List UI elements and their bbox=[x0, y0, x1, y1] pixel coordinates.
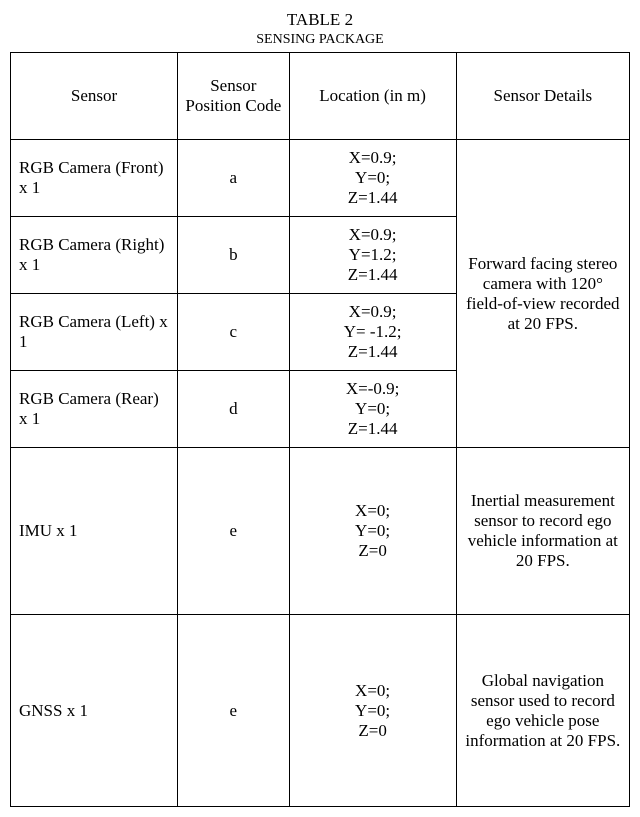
loc-x: X=0.9; bbox=[349, 225, 397, 244]
loc-y: Y=0; bbox=[355, 521, 390, 540]
loc-y: Y=0; bbox=[355, 168, 390, 187]
cell-details: Forward facing stereo camera with 120° f… bbox=[456, 140, 629, 448]
cell-details: Inertial measurement sensor to record eg… bbox=[456, 448, 629, 615]
cell-sensor: RGB Camera (Rear) x 1 bbox=[11, 371, 178, 448]
cell-sensor: IMU x 1 bbox=[11, 448, 178, 615]
loc-y: Y=0; bbox=[355, 399, 390, 418]
loc-x: X=0.9; bbox=[349, 302, 397, 321]
table-caption: TABLE 2 bbox=[10, 10, 630, 30]
loc-z: Z=0 bbox=[358, 721, 386, 740]
loc-y: Y= -1.2; bbox=[344, 322, 402, 341]
cell-code: e bbox=[178, 615, 289, 807]
cell-code: a bbox=[178, 140, 289, 217]
header-sensor: Sensor bbox=[11, 53, 178, 140]
loc-y: Y=1.2; bbox=[349, 245, 397, 264]
table-row: IMU x 1 e X=0; Y=0; Z=0 Inertial measure… bbox=[11, 448, 630, 615]
loc-z: Z=1.44 bbox=[348, 342, 398, 361]
table-subtitle: SENSING PACKAGE bbox=[10, 32, 630, 48]
cell-location: X=0.9; Y=0; Z=1.44 bbox=[289, 140, 456, 217]
cell-code: d bbox=[178, 371, 289, 448]
loc-z: Z=1.44 bbox=[348, 188, 398, 207]
cell-sensor: RGB Camera (Front) x 1 bbox=[11, 140, 178, 217]
cell-code: e bbox=[178, 448, 289, 615]
cell-location: X=0; Y=0; Z=0 bbox=[289, 615, 456, 807]
header-code: Sensor Position Code bbox=[178, 53, 289, 140]
table-header-row: Sensor Sensor Position Code Location (in… bbox=[11, 53, 630, 140]
cell-location: X=0.9; Y= -1.2; Z=1.44 bbox=[289, 294, 456, 371]
loc-x: X=-0.9; bbox=[346, 379, 400, 398]
cell-details: Global navigation sensor used to record … bbox=[456, 615, 629, 807]
cell-code: c bbox=[178, 294, 289, 371]
sensing-package-table: Sensor Sensor Position Code Location (in… bbox=[10, 52, 630, 807]
header-location: Location (in m) bbox=[289, 53, 456, 140]
loc-x: X=0.9; bbox=[349, 148, 397, 167]
loc-z: Z=1.44 bbox=[348, 265, 398, 284]
cell-location: X=0.9; Y=1.2; Z=1.44 bbox=[289, 217, 456, 294]
table-row: RGB Camera (Front) x 1 a X=0.9; Y=0; Z=1… bbox=[11, 140, 630, 217]
cell-code: b bbox=[178, 217, 289, 294]
cell-location: X=-0.9; Y=0; Z=1.44 bbox=[289, 371, 456, 448]
loc-x: X=0; bbox=[355, 681, 390, 700]
loc-y: Y=0; bbox=[355, 701, 390, 720]
header-details: Sensor Details bbox=[456, 53, 629, 140]
table-row: GNSS x 1 e X=0; Y=0; Z=0 Global navigati… bbox=[11, 615, 630, 807]
cell-location: X=0; Y=0; Z=0 bbox=[289, 448, 456, 615]
loc-x: X=0; bbox=[355, 501, 390, 520]
loc-z: Z=1.44 bbox=[348, 419, 398, 438]
cell-sensor: GNSS x 1 bbox=[11, 615, 178, 807]
cell-sensor: RGB Camera (Left) x 1 bbox=[11, 294, 178, 371]
cell-sensor: RGB Camera (Right) x 1 bbox=[11, 217, 178, 294]
loc-z: Z=0 bbox=[358, 541, 386, 560]
